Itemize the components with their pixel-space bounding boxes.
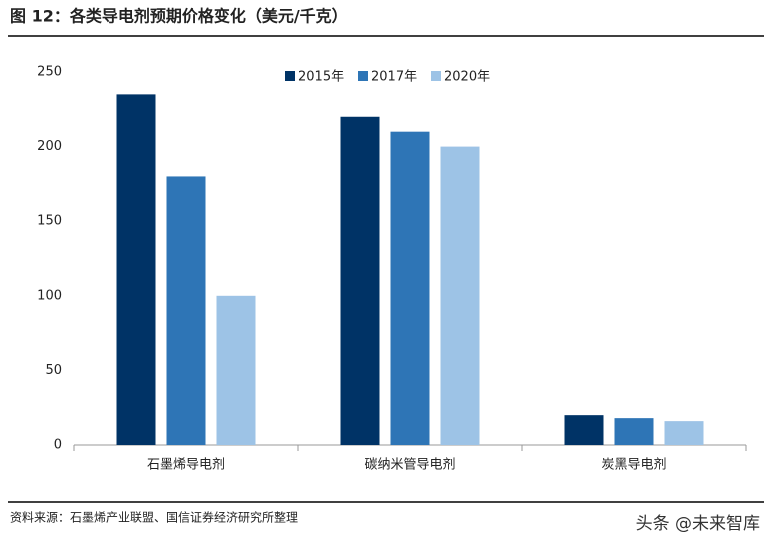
legend-label: 2020年 bbox=[444, 70, 490, 85]
x-tick-label: 石墨烯导电剂 bbox=[147, 458, 225, 473]
bar bbox=[340, 116, 380, 445]
bar bbox=[564, 415, 604, 445]
bar bbox=[116, 94, 156, 445]
y-tick-label: 50 bbox=[45, 363, 62, 378]
legend-swatch bbox=[431, 71, 441, 81]
y-tick-label: 150 bbox=[37, 214, 62, 229]
legend-label: 2017年 bbox=[371, 70, 417, 85]
y-tick-label: 200 bbox=[37, 139, 62, 154]
source-note: 资料来源：石墨烯产业联盟、国信证券经济研究所整理 bbox=[10, 510, 298, 525]
y-tick-label: 100 bbox=[37, 288, 62, 303]
x-tick-label: 碳纳米管导电剂 bbox=[364, 458, 455, 473]
y-tick-label: 250 bbox=[37, 65, 62, 80]
bar bbox=[390, 131, 430, 445]
legend-swatch bbox=[358, 71, 368, 81]
bar bbox=[614, 418, 654, 445]
y-tick-label: 0 bbox=[54, 438, 62, 453]
legend-swatch bbox=[285, 71, 295, 81]
bar bbox=[166, 176, 206, 445]
bar bbox=[664, 421, 704, 445]
bar bbox=[440, 146, 480, 445]
chart-title: 图 12：各类导电剂预期价格变化（美元/千克） bbox=[10, 7, 348, 26]
legend-label: 2015年 bbox=[298, 70, 344, 85]
x-tick-label: 炭黑导电剂 bbox=[601, 458, 666, 473]
watermark: 头条 @未来智库 bbox=[636, 514, 760, 534]
bar bbox=[216, 295, 256, 445]
